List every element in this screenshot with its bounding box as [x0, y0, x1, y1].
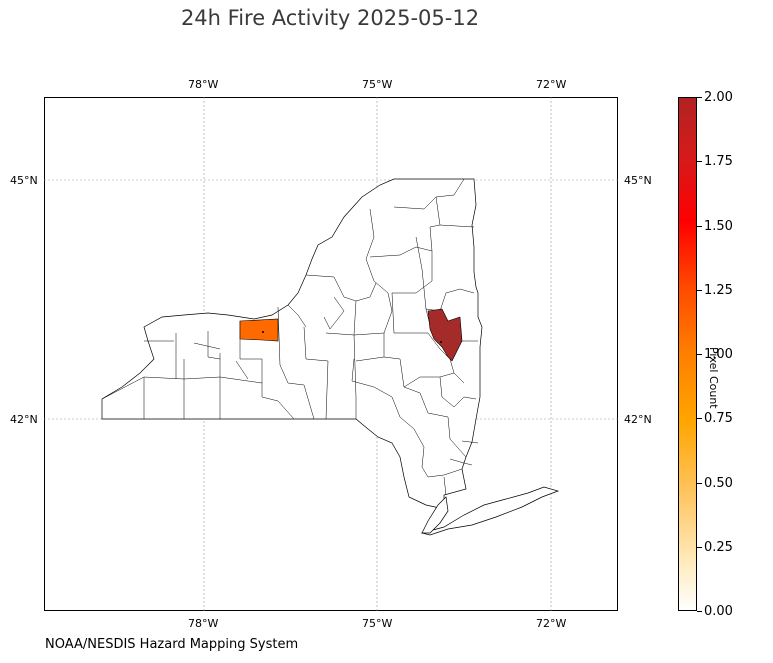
colorbar-tick-label: 0.50 — [704, 475, 733, 491]
fire-point-genesee — [262, 331, 264, 333]
colorbar-tick-label: 0.75 — [704, 411, 733, 427]
colorbar-tick-mark — [697, 289, 702, 291]
long-island-outline — [420, 486, 560, 536]
lon-tick-bottom-72w: 72°W — [536, 617, 567, 630]
colorbar-tick-label: 1.00 — [704, 347, 733, 362]
colorbar-tick-label: 0.00 — [704, 604, 733, 619]
colorbar-tick-mark — [697, 546, 702, 548]
colorbar-tick-mark — [697, 97, 702, 98]
nyc-area-outline — [421, 496, 449, 534]
colorbar-tick-label: 2.00 — [704, 90, 733, 105]
lat-tick-right-42n: 42°N — [624, 413, 652, 426]
lon-tick-bottom-78w: 78°W — [188, 617, 219, 630]
colorbar-tick-mark — [697, 611, 702, 612]
new-york-state-outline — [101, 178, 483, 510]
county-genesee-fire — [239, 318, 279, 342]
colorbar-tick-mark — [697, 482, 702, 484]
lon-tick-top-72w: 72°W — [536, 78, 567, 91]
colorbar-label: Pixel Count — [707, 347, 720, 409]
colorbar-tick-label: 1.50 — [704, 218, 733, 234]
county-rensselaer-fire — [427, 308, 463, 362]
lat-tick-left-42n: 42°N — [10, 413, 38, 426]
fire-point-rensselaer — [440, 341, 442, 343]
lat-tick-left-45n: 45°N — [10, 174, 38, 187]
lon-tick-top-78w: 78°W — [188, 78, 219, 91]
colorbar-tick-mark — [697, 354, 702, 355]
colorbar-tick-mark — [697, 161, 702, 163]
colorbar-tick-mark — [697, 225, 702, 227]
map-title: 24h Fire Activity 2025-05-12 — [180, 6, 480, 30]
new-york-county-map — [44, 97, 618, 611]
colorbar-tick-label: 0.25 — [704, 539, 733, 555]
colorbar — [678, 97, 697, 611]
lon-tick-top-75w: 75°W — [362, 78, 393, 91]
colorbar-tick-label: 1.75 — [704, 154, 733, 170]
lon-tick-bottom-75w: 75°W — [362, 617, 393, 630]
lat-tick-right-45n: 45°N — [624, 174, 652, 187]
data-source-credit: NOAA/NESDIS Hazard Mapping System — [45, 637, 299, 652]
colorbar-tick-label: 1.25 — [704, 282, 733, 298]
colorbar-tick-mark — [697, 418, 702, 420]
